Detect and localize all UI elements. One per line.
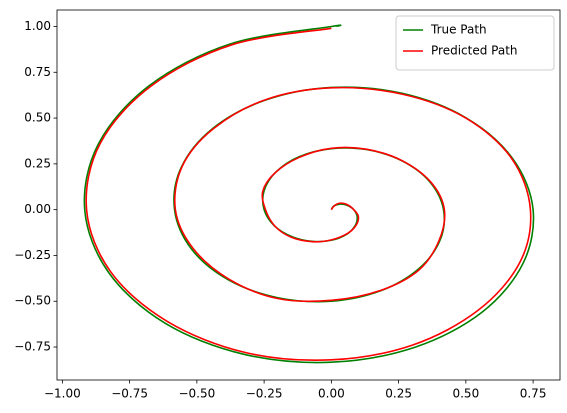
y-tick-label: −0.50 — [14, 294, 51, 308]
x-tick-label: −0.75 — [111, 387, 148, 401]
x-tick-label: −0.50 — [178, 387, 215, 401]
x-tick-label: 0.75 — [520, 387, 547, 401]
y-tick-label: 0.50 — [24, 111, 51, 125]
plot-frame — [56, 9, 561, 381]
y-tick-label: 1.00 — [24, 19, 51, 33]
y-tick-label: 0.25 — [24, 156, 51, 170]
series-line — [85, 27, 532, 361]
x-tick-label: 0.50 — [452, 387, 479, 401]
y-tick-label: 0.00 — [24, 202, 51, 216]
x-tick-label: 0.25 — [385, 387, 412, 401]
legend-label: Predicted Path — [431, 44, 518, 58]
x-tick-label: −0.25 — [246, 387, 283, 401]
y-tick-label: 0.75 — [24, 65, 51, 79]
legend-label: True Path — [430, 23, 487, 37]
y-tick-label: −0.75 — [14, 340, 51, 354]
x-tick-label: 0.00 — [318, 387, 345, 401]
y-tick-label: −0.25 — [14, 248, 51, 262]
legend-box — [395, 15, 555, 71]
x-tick-label: −1.00 — [44, 387, 81, 401]
